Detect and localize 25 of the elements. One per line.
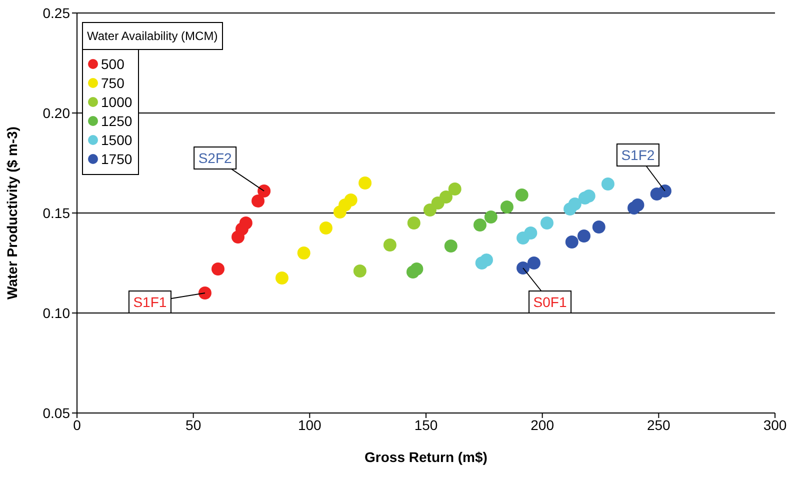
legend-label: 750 [101, 74, 124, 90]
legend-label: 1250 [101, 112, 132, 128]
x-tick-label: 150 [414, 416, 438, 433]
legend-label: 500 [101, 56, 124, 72]
y-tick-label: 0.05 [42, 404, 70, 421]
legend-title: Water Availability (MCM) [82, 22, 223, 50]
x-tick-label: 100 [298, 416, 322, 433]
x-tick-label: 50 [186, 416, 202, 433]
x-tick-label: 0 [73, 416, 82, 433]
x-tick-label: 300 [763, 416, 787, 433]
annotation: S1F2 [621, 147, 655, 163]
y-tick-label: 0.25 [42, 4, 70, 21]
y-axis-title: Water Productivity ($ m-3) [4, 126, 20, 300]
legend-label: 1000 [101, 94, 132, 110]
y-tick-label: 0.10 [42, 304, 70, 321]
x-tick-label: 200 [530, 416, 554, 433]
annotation: S0F1 [533, 294, 567, 310]
annotation: S1F1 [133, 294, 167, 310]
legend-label: 1500 [101, 132, 132, 148]
legend-label: 1750 [101, 150, 132, 166]
x-axis-title: Gross Return (m$) [364, 449, 488, 465]
y-tick-label: 0.15 [42, 204, 70, 221]
annotation: S2F2 [198, 150, 232, 166]
x-tick-label: 250 [646, 416, 671, 433]
y-tick-label: 0.20 [42, 104, 70, 121]
